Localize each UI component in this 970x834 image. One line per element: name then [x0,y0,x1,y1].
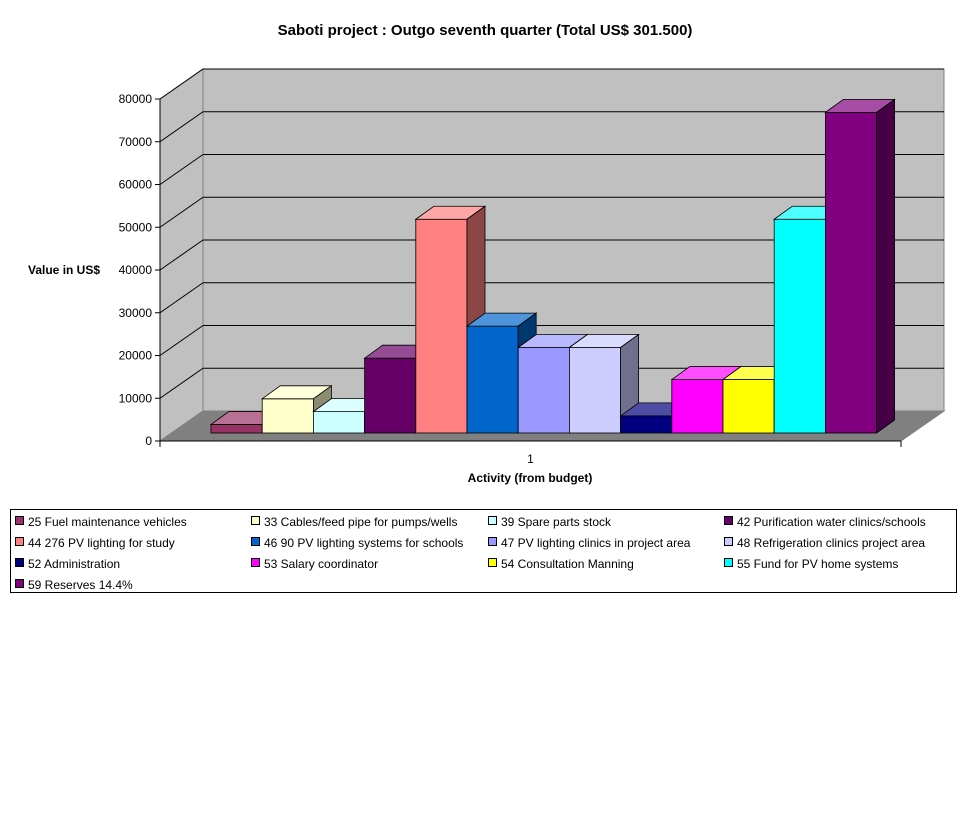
bar [825,111,878,434]
bar [722,379,775,434]
gridline-side [159,367,204,399]
y-tick-label: 10000 [119,391,153,405]
legend-label: 52 Administration [28,556,121,571]
legend-swatch [724,558,733,568]
legend-label: 48 Refrigeration clinics project area [737,535,926,550]
x-axis-title: Activity (from budget) [467,471,593,485]
y-tick-label: 80000 [119,92,153,106]
bar [620,415,673,434]
bar [364,357,417,434]
legend-item: 42 Purification water clinics/schools [724,514,926,529]
legend-item: 48 Refrigeration clinics project area [724,535,926,550]
legend-swatch [251,516,260,526]
legend-swatch [15,537,24,547]
bar [415,218,468,434]
legend-swatch [488,516,497,526]
y-tick-label: 30000 [119,306,153,320]
legend-label: 59 Reserves 14.4% [28,577,133,592]
y-tick-label: 40000 [119,263,153,277]
bar [312,411,365,434]
bar [261,398,314,434]
y-tick-label: 70000 [119,135,153,149]
y-tick-label: 60000 [119,178,153,192]
y-axis-title: Value in US$ [28,263,101,277]
legend-swatch [251,558,260,568]
bar [671,379,724,434]
legend-swatch [724,537,733,547]
gridline-side [159,68,204,100]
bar [466,325,519,434]
legend: 25 Fuel maintenance vehicles 33 Cables/fe… [10,509,957,593]
gridline-side [159,196,204,228]
y-tick-label: 50000 [119,220,153,234]
legend-item: 53 Salary coordinator [251,556,379,571]
legend-swatch [724,516,733,526]
bar [773,218,826,434]
legend-swatch [488,558,497,568]
legend-swatch [15,579,24,589]
legend-swatch [251,537,260,547]
legend-item: 44 276 PV lighting for study [15,535,175,550]
legend-item: 39 Spare parts stock [488,514,612,529]
legend-item: 54 Consultation Manning [488,556,634,571]
legend-label: 53 Salary coordinator [264,556,379,571]
legend-label: 25 Fuel maintenance vehicles [28,514,187,529]
legend-swatch [488,537,497,547]
legend-swatch [15,558,24,568]
chart-title: Saboti project : Outgo seventh quarter (… [277,22,693,39]
bar [569,347,622,434]
bar [517,347,570,434]
bar-side [876,98,895,434]
chart-plot-area: 0 10000 20000 30000 40000 50000 60000 70000 8000… [119,68,946,466]
legend-label: 54 Consultation Manning [501,556,634,571]
legend-label: 47 PV lighting clinics in project area [501,535,691,550]
legend-item: 55 Fund for PV home systems [724,556,899,571]
legend-label: 46 90 PV lighting systems for schools [264,535,464,550]
legend-label: 33 Cables/feed pipe for pumps/wells [264,514,458,529]
bar [210,424,263,434]
legend-swatch [15,516,24,526]
legend-item: 59 Reserves 14.4% [15,577,133,592]
legend-item: 25 Fuel maintenance vehicles [15,514,187,529]
legend-item: 46 90 PV lighting systems for schools [251,535,464,550]
legend-label: 39 Spare parts stock [501,514,612,529]
legend-item: 52 Administration [15,556,121,571]
legend-item: 33 Cables/feed pipe for pumps/wells [251,514,458,529]
gridline-side [159,282,204,314]
legend-label: 55 Fund for PV home systems [737,556,899,571]
gridline-side [159,154,204,185]
legend-label: 44 276 PV lighting for study [28,535,175,550]
legend-item: 47 PV lighting clinics in project area [488,535,691,550]
y-tick-label: 20000 [119,349,153,363]
y-tick-label: 0 [145,434,152,448]
gridline-side [159,325,204,356]
legend-label: 42 Purification water clinics/schools [737,514,926,529]
x-tick-label: 1 [527,452,534,466]
gridline-side [159,239,204,271]
gridline-side [159,111,204,143]
